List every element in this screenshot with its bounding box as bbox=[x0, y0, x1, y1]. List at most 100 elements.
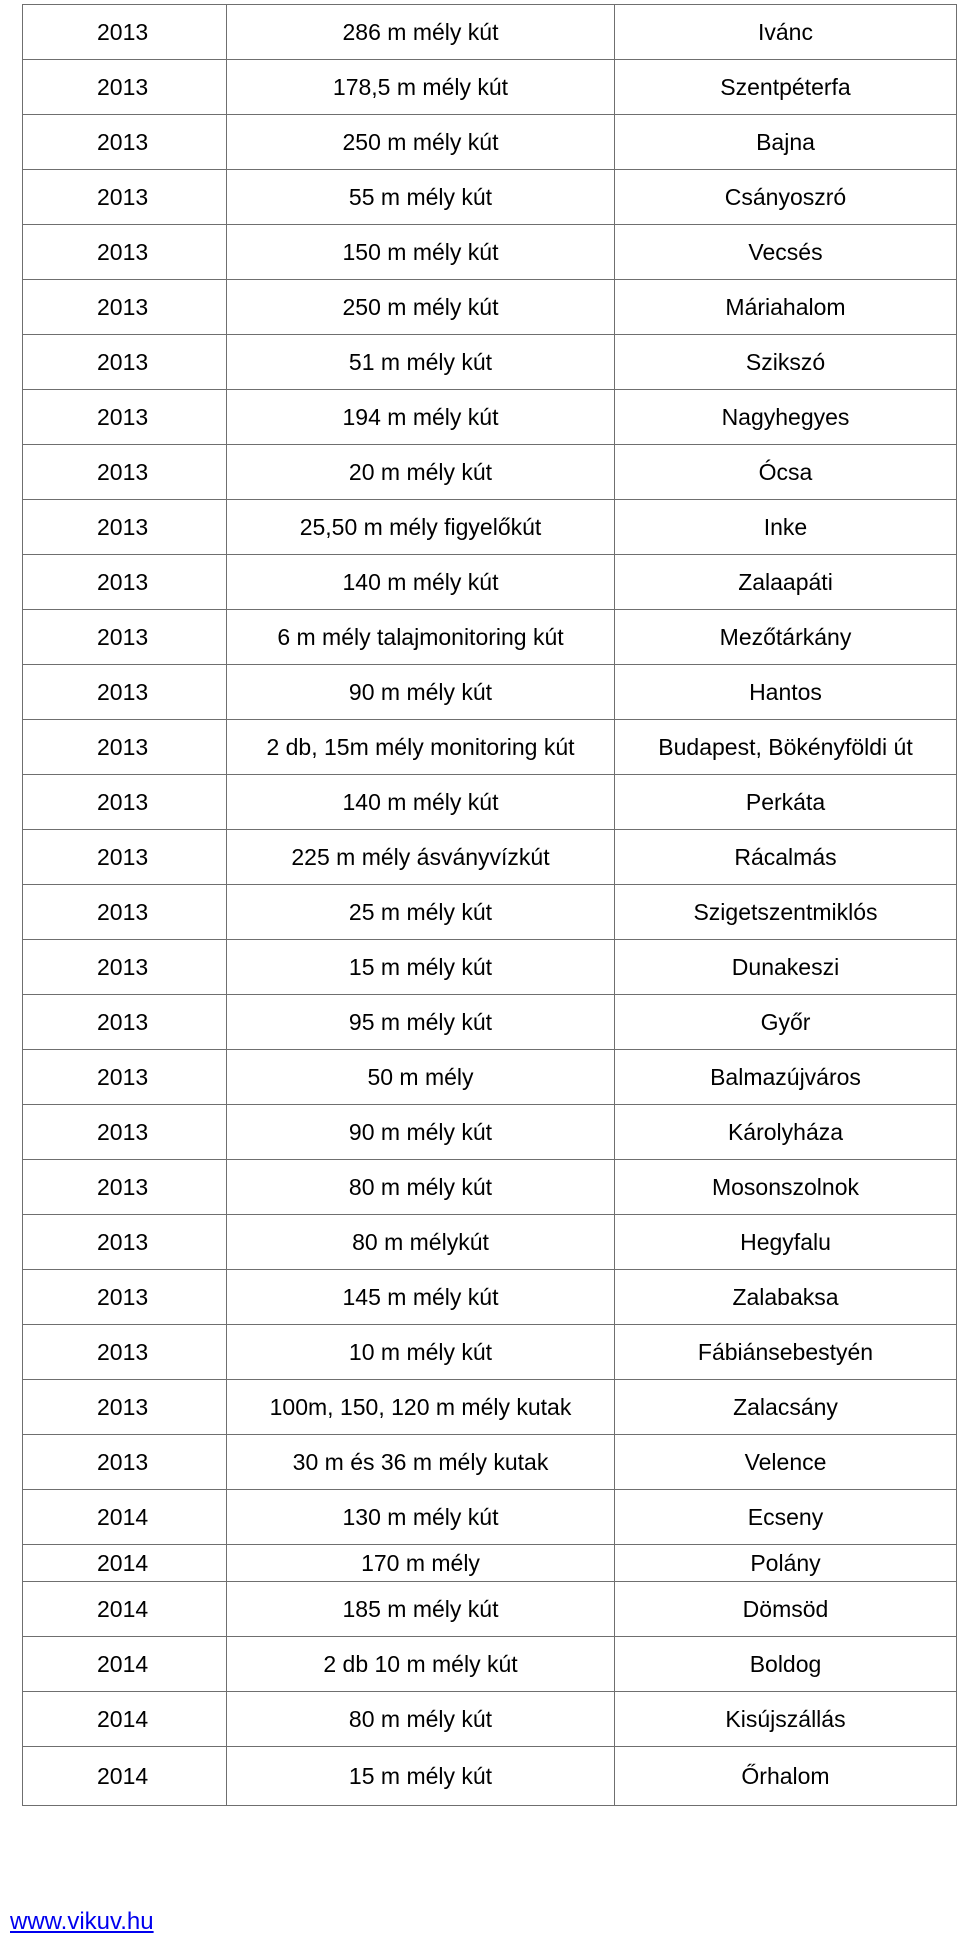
year-cell: 2014 bbox=[22, 1544, 227, 1582]
table-row: 2013 250 m mély kút Máriahalom bbox=[22, 279, 957, 335]
wells-table-body: 2013 286 m mély kút Ivánc 2013 178,5 m mély … bbox=[22, 4, 957, 1806]
location-cell: Zalacsány bbox=[614, 1379, 957, 1435]
location-cell: Hantos bbox=[614, 664, 957, 720]
location-cell: Mosonszolnok bbox=[614, 1159, 957, 1215]
table-row: 2013 6 m mély talajmonitoring kút Mezőtárk… bbox=[22, 609, 957, 665]
description-cell: 100m, 150, 120 m mély kutak bbox=[226, 1379, 615, 1435]
location-cell: Győr bbox=[614, 994, 957, 1050]
table-row: 2014 130 m mély kút Ecseny bbox=[22, 1489, 957, 1545]
year-cell: 2013 bbox=[22, 279, 227, 335]
location-cell: Boldog bbox=[614, 1636, 957, 1692]
table-row: 2013 90 m mély kút Hantos bbox=[22, 664, 957, 720]
year-cell: 2013 bbox=[22, 609, 227, 665]
location-cell: Zalaapáti bbox=[614, 554, 957, 610]
location-cell: Balmazújváros bbox=[614, 1049, 957, 1105]
year-cell: 2013 bbox=[22, 774, 227, 830]
table-row: 2013 100m, 150, 120 m mély kutak Zalacsány bbox=[22, 1379, 957, 1435]
year-cell: 2013 bbox=[22, 1049, 227, 1105]
description-cell: 50 m mély bbox=[226, 1049, 615, 1105]
table-row: 2013 150 m mély kút Vecsés bbox=[22, 224, 957, 280]
wells-table: 2013 286 m mély kút Ivánc 2013 178,5 m mély … bbox=[22, 4, 957, 1806]
description-cell: 225 m mély ásványvízkút bbox=[226, 829, 615, 885]
table-row: 2013 15 m mély kút Dunakeszi bbox=[22, 939, 957, 995]
table-row: 2013 140 m mély kút Perkáta bbox=[22, 774, 957, 830]
table-row: 2013 55 m mély kút Csányoszró bbox=[22, 169, 957, 225]
year-cell: 2013 bbox=[22, 334, 227, 390]
location-cell: Nagyhegyes bbox=[614, 389, 957, 445]
table-row: 2013 194 m mély kút Nagyhegyes bbox=[22, 389, 957, 445]
description-cell: 25 m mély kút bbox=[226, 884, 615, 940]
location-cell: Csányoszró bbox=[614, 169, 957, 225]
location-cell: Polány bbox=[614, 1544, 957, 1582]
location-cell: Hegyfalu bbox=[614, 1214, 957, 1270]
location-cell: Inke bbox=[614, 499, 957, 555]
description-cell: 25,50 m mély figyelőkút bbox=[226, 499, 615, 555]
year-cell: 2014 bbox=[22, 1746, 227, 1806]
description-cell: 170 m mély bbox=[226, 1544, 615, 1582]
table-row: 2013 2 db, 15m mély monitoring kút Budapes… bbox=[22, 719, 957, 775]
description-cell: 140 m mély kút bbox=[226, 554, 615, 610]
description-cell: 140 m mély kút bbox=[226, 774, 615, 830]
year-cell: 2014 bbox=[22, 1636, 227, 1692]
year-cell: 2013 bbox=[22, 224, 227, 280]
description-cell: 80 m mély kút bbox=[226, 1159, 615, 1215]
description-cell: 250 m mély kút bbox=[226, 114, 615, 170]
description-cell: 90 m mély kút bbox=[226, 664, 615, 720]
table-row: 2013 20 m mély kút Ócsa bbox=[22, 444, 957, 500]
year-cell: 2013 bbox=[22, 719, 227, 775]
description-cell: 250 m mély kút bbox=[226, 279, 615, 335]
year-cell: 2013 bbox=[22, 444, 227, 500]
description-cell: 20 m mély kút bbox=[226, 444, 615, 500]
location-cell: Mezőtárkány bbox=[614, 609, 957, 665]
year-cell: 2013 bbox=[22, 1214, 227, 1270]
table-row: 2014 170 m mély Polány bbox=[22, 1544, 957, 1582]
year-cell: 2013 bbox=[22, 664, 227, 720]
table-row: 2013 30 m és 36 m mély kutak Velence bbox=[22, 1434, 957, 1490]
description-cell: 80 m mélykút bbox=[226, 1214, 615, 1270]
location-cell: Ecseny bbox=[614, 1489, 957, 1545]
description-cell: 178,5 m mély kút bbox=[226, 59, 615, 115]
table-row: 2013 80 m mélykút Hegyfalu bbox=[22, 1214, 957, 1270]
table-row: 2013 145 m mély kút Zalabaksa bbox=[22, 1269, 957, 1325]
table-row: 2013 250 m mély kút Bajna bbox=[22, 114, 957, 170]
description-cell: 2 db 10 m mély kút bbox=[226, 1636, 615, 1692]
year-cell: 2014 bbox=[22, 1489, 227, 1545]
table-row: 2013 90 m mély kút Károlyháza bbox=[22, 1104, 957, 1160]
description-cell: 185 m mély kút bbox=[226, 1581, 615, 1637]
location-cell: Szikszó bbox=[614, 334, 957, 390]
location-cell: Bajna bbox=[614, 114, 957, 170]
year-cell: 2013 bbox=[22, 884, 227, 940]
year-cell: 2013 bbox=[22, 939, 227, 995]
year-cell: 2013 bbox=[22, 994, 227, 1050]
location-cell: Szigetszentmiklós bbox=[614, 884, 957, 940]
table-row: 2013 25,50 m mély figyelőkút Inke bbox=[22, 499, 957, 555]
location-cell: Budapest, Bökényföldi út bbox=[614, 719, 957, 775]
description-cell: 6 m mély talajmonitoring kút bbox=[226, 609, 615, 665]
table-row: 2014 2 db 10 m mély kút Boldog bbox=[22, 1636, 957, 1692]
location-cell: Zalabaksa bbox=[614, 1269, 957, 1325]
location-cell: Ócsa bbox=[614, 444, 957, 500]
table-row: 2013 50 m mély Balmazújváros bbox=[22, 1049, 957, 1105]
table-row: 2014 185 m mély kút Dömsöd bbox=[22, 1581, 957, 1637]
year-cell: 2013 bbox=[22, 554, 227, 610]
year-cell: 2013 bbox=[22, 1434, 227, 1490]
description-cell: 150 m mély kút bbox=[226, 224, 615, 280]
description-cell: 130 m mély kút bbox=[226, 1489, 615, 1545]
year-cell: 2014 bbox=[22, 1581, 227, 1637]
website-link[interactable]: www.vikuv.hu bbox=[10, 1908, 154, 1935]
location-cell: Fábiánsebestyén bbox=[614, 1324, 957, 1380]
location-cell: Dunakeszi bbox=[614, 939, 957, 995]
year-cell: 2013 bbox=[22, 499, 227, 555]
year-cell: 2013 bbox=[22, 1324, 227, 1380]
year-cell: 2013 bbox=[22, 1379, 227, 1435]
table-row: 2013 225 m mély ásványvízkút Rácalmás bbox=[22, 829, 957, 885]
table-row: 2013 95 m mély kút Győr bbox=[22, 994, 957, 1050]
description-cell: 286 m mély kút bbox=[226, 4, 615, 60]
description-cell: 80 m mély kút bbox=[226, 1691, 615, 1747]
description-cell: 95 m mély kút bbox=[226, 994, 615, 1050]
year-cell: 2013 bbox=[22, 1159, 227, 1215]
description-cell: 55 m mély kút bbox=[226, 169, 615, 225]
description-cell: 10 m mély kút bbox=[226, 1324, 615, 1380]
description-cell: 194 m mély kút bbox=[226, 389, 615, 445]
location-cell: Károlyháza bbox=[614, 1104, 957, 1160]
